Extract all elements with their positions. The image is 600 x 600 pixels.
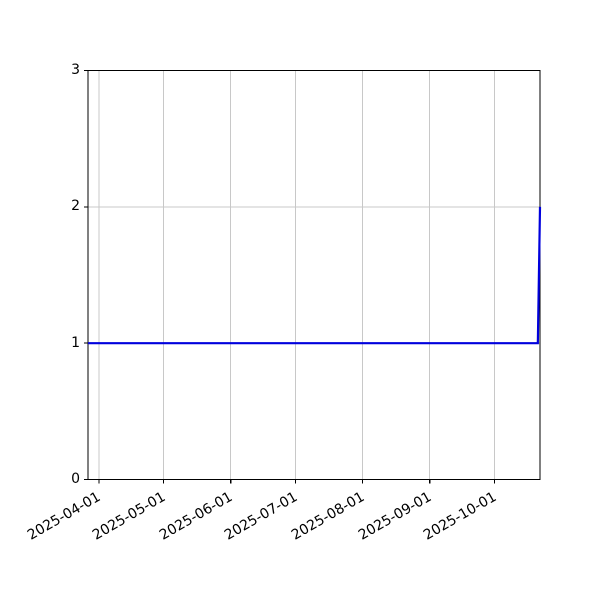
data-line [88, 206, 542, 345]
y-tick-label: 3 [71, 62, 80, 78]
y-tick-label: 2 [71, 198, 80, 215]
plot-border [87, 69, 541, 481]
y-tick-label: 1 [71, 334, 80, 351]
y-tick-label: 0 [71, 471, 80, 487]
